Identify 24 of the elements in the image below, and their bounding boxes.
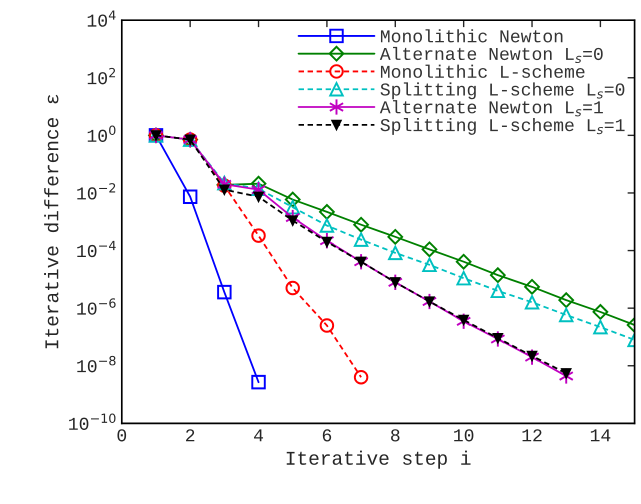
y-tick-label: 10$^{4}$ [88, 10, 116, 27]
y-tick-label: 10$^{−4}$ [77, 240, 116, 258]
x-tick-label: 10 [454, 429, 474, 442]
legend-label: Monolithic L-scheme [380, 64, 585, 78]
legend-label: Splitting L-scheme L$_{s}$=1 [380, 118, 625, 135]
x-tick-label: 4 [254, 429, 264, 442]
y-tick-label: 10$^{−10}$ [69, 413, 116, 430]
y-tick-label: 10$^{2}$ [88, 68, 116, 84]
x-tick-label: 8 [391, 429, 400, 442]
legend-label: Alternate Newton L$_{s}$=0 [380, 46, 603, 64]
y-tick-label: 10$^{−2}$ [77, 183, 116, 200]
y-axis-title: Iterative difference ε [44, 94, 58, 348]
legend-label: Alternate Newton L$_{s}$=1 [380, 100, 603, 116]
x-axis-title: Iterative step i [286, 450, 471, 469]
x-tick-label: 14 [590, 429, 610, 442]
x-tick-label: 0 [117, 429, 126, 442]
x-tick-label: 2 [186, 429, 194, 442]
y-tick-label: 10$^{0}$ [88, 125, 116, 142]
legend-label: Splitting L-scheme L$_{s}$=0 [380, 82, 624, 100]
y-tick-label: 10$^{−8}$ [77, 356, 116, 372]
x-tick-label: 6 [322, 429, 332, 442]
y-tick-label: 10$^{−6}$ [77, 298, 116, 315]
legend-label: Monolithic Newton [380, 29, 562, 42]
x-tick-label: 12 [522, 429, 542, 442]
